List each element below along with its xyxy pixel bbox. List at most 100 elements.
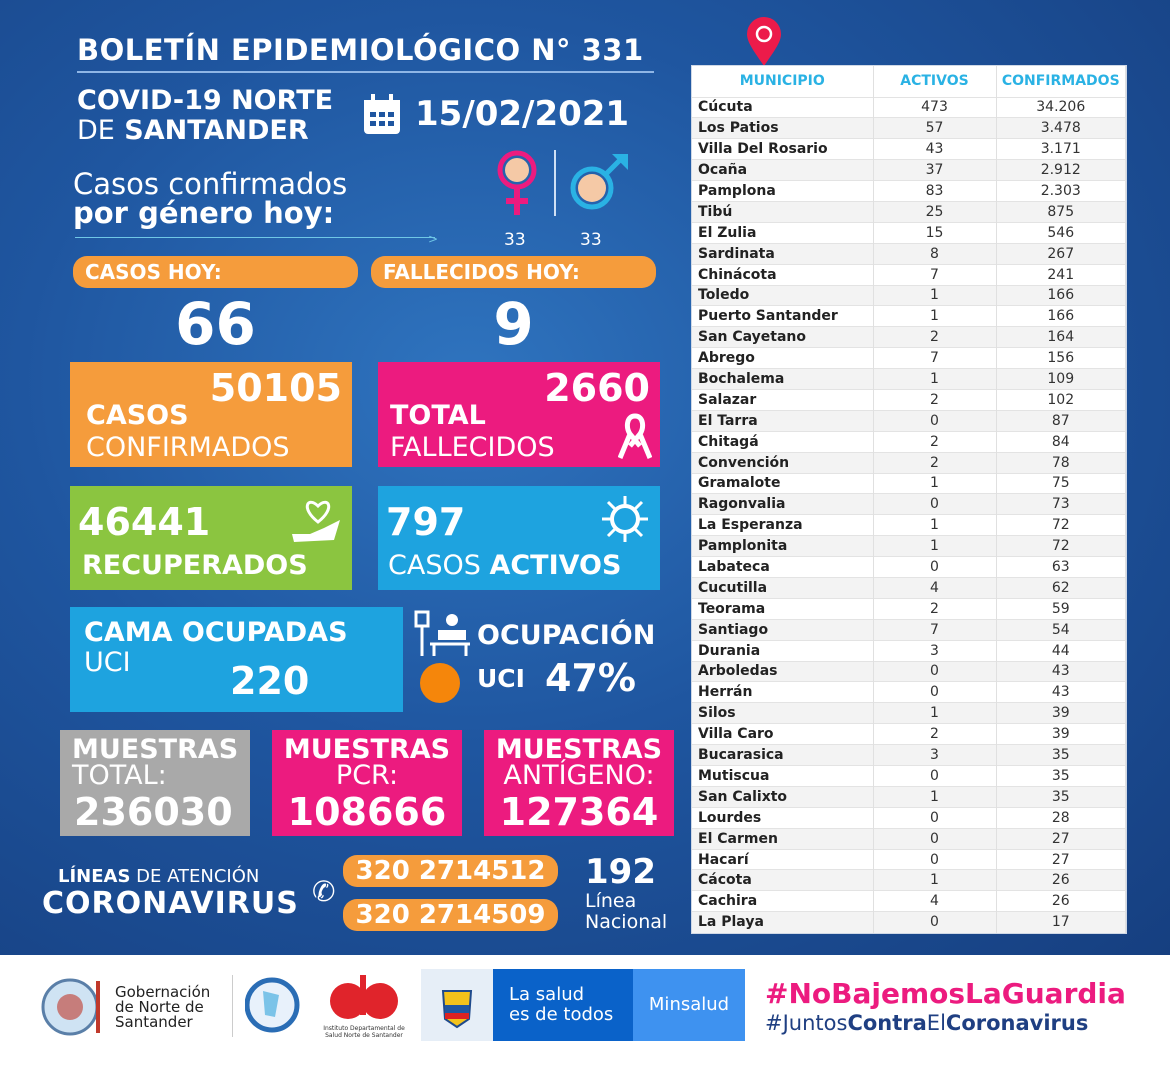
cell-activos: 7 (873, 618, 997, 641)
virus-icon (602, 496, 648, 542)
cell-municipio: Teorama (692, 597, 874, 620)
samples-pcr-card: MUESTRAS PCR: 108666 (272, 730, 462, 836)
cell-activos: 7 (873, 263, 997, 286)
cell-activos: 57 (873, 117, 997, 139)
table-row: Abrego 7 156 (692, 347, 1126, 369)
cell-activos: 25 (873, 200, 997, 223)
cell-confirmados: 109 (996, 368, 1126, 390)
phone-line-1[interactable]: 320 2714512 (343, 855, 558, 887)
cell-confirmados: 27 (996, 848, 1126, 870)
table-row: El Zulia 15 546 (692, 221, 1126, 244)
cell-activos: 7 (873, 347, 997, 369)
confirmed-card: 50105 CASOS CONFIRMADOS (70, 362, 352, 467)
coronavirus-label: CORONAVIRUS (42, 886, 299, 921)
hashtag-no-bajemos: #NoBajemosLaGuardia (765, 977, 1126, 1010)
cell-confirmados: 267 (996, 242, 1126, 265)
cell-municipio: Mutiscua (692, 765, 874, 787)
cell-municipio: Toledo (692, 284, 874, 306)
cell-municipio: San Calixto (692, 785, 874, 808)
cell-municipio: Cácota (692, 869, 874, 891)
table-row: El Carmen 0 27 (692, 827, 1126, 850)
cell-activos: 0 (873, 556, 997, 578)
cell-activos: 15 (873, 221, 997, 244)
cell-activos: 2 (873, 451, 997, 474)
cell-confirmados: 73 (996, 493, 1126, 515)
occupancy-label: OCUPACIÓN (477, 620, 656, 651)
municipality-table: MUNICIPIO ACTIVOS CONFIRMADOS Cúcuta 473 3… (691, 65, 1127, 934)
cell-municipio: El Carmen (692, 827, 874, 850)
cell-activos: 8 (873, 242, 997, 265)
gender-divider (554, 150, 556, 216)
cell-activos: 3 (873, 639, 997, 662)
cell-confirmados: 26 (996, 890, 1126, 912)
hashtag-juntos: #JuntosContraElCoronavirus (765, 1011, 1089, 1035)
cell-activos: 83 (873, 180, 997, 202)
cell-municipio: Convención (692, 451, 874, 474)
cell-activos: 1 (873, 514, 997, 536)
cell-confirmados: 87 (996, 409, 1126, 432)
cell-municipio: Cachira (692, 890, 874, 912)
cell-confirmados: 35 (996, 744, 1126, 766)
cell-activos: 2 (873, 597, 997, 620)
cell-municipio: Villa Caro (692, 723, 874, 745)
cell-activos: 1 (873, 535, 997, 557)
table-row: Cachira 4 26 (692, 890, 1126, 912)
cell-confirmados: 156 (996, 347, 1126, 369)
cell-municipio: Chinácota (692, 263, 874, 286)
deaths-today-value: 9 (493, 290, 534, 358)
table-row: Ragonvalia 0 73 (692, 493, 1126, 515)
table-row: San Calixto 1 35 (692, 785, 1126, 808)
cell-activos: 0 (873, 848, 997, 870)
cell-municipio: Pamplonita (692, 535, 874, 557)
table-row: Convención 2 78 (692, 451, 1126, 474)
cell-confirmados: 102 (996, 388, 1126, 411)
divider (77, 71, 654, 73)
cell-municipio: Lourdes (692, 806, 874, 829)
cell-activos: 0 (873, 806, 997, 829)
cell-activos: 2 (873, 326, 997, 348)
table-row: Chinácota 7 241 (692, 263, 1126, 286)
cell-municipio: Sardinata (692, 242, 874, 265)
cell-confirmados: 75 (996, 472, 1126, 494)
cell-municipio: Ragonvalia (692, 493, 874, 515)
hospital-bed-icon (414, 610, 470, 656)
recovered-card: 46441 RECUPERADOS (70, 486, 352, 590)
table-row: San Cayetano 2 164 (692, 326, 1126, 348)
cell-municipio: Tibú (692, 200, 874, 223)
cell-activos: 0 (873, 911, 997, 933)
cell-activos: 2 (873, 430, 997, 453)
table-row: Hacarí 0 27 (692, 848, 1126, 870)
cell-activos: 43 (873, 138, 997, 160)
cell-confirmados: 72 (996, 514, 1126, 536)
phone-line-2[interactable]: 320 2714509 (343, 899, 558, 931)
location-pin-icon (747, 17, 781, 66)
cell-confirmados: 39 (996, 702, 1126, 724)
cell-confirmados: 26 (996, 869, 1126, 891)
icu-beds-card: CAMA OCUPADAS UCI 220 (70, 607, 403, 712)
lines-title: LÍNEAS DE ATENCIÓN (58, 866, 260, 887)
table-row: Cucutilla 4 62 (692, 576, 1126, 599)
table-row: Teorama 2 59 (692, 597, 1126, 620)
occupancy-uci: UCI (477, 664, 525, 693)
cell-municipio: Salazar (692, 388, 874, 411)
table-row: Pamplonita 1 72 (692, 535, 1126, 557)
cell-activos: 37 (873, 159, 997, 181)
cell-activos: 0 (873, 409, 997, 432)
cell-municipio: Cucutilla (692, 576, 874, 599)
cell-activos: 2 (873, 723, 997, 745)
cell-municipio: Silos (692, 702, 874, 724)
cell-activos: 1 (873, 284, 997, 306)
cell-municipio: La Esperanza (692, 514, 874, 536)
cell-confirmados: 28 (996, 806, 1126, 829)
occupancy-value: 47% (545, 656, 636, 700)
footer: Gobernación de Norte de Santander Institut… (0, 955, 1170, 1074)
cell-activos: 0 (873, 660, 997, 682)
male-icon (570, 154, 628, 210)
table-row: Mutiscua 0 35 (692, 765, 1126, 787)
female-icon (497, 150, 537, 215)
cell-confirmados: 164 (996, 326, 1126, 348)
cell-confirmados: 54 (996, 618, 1126, 641)
cell-municipio: Pamplona (692, 180, 874, 202)
national-line-number[interactable]: 192 (585, 852, 656, 892)
cell-confirmados: 72 (996, 535, 1126, 557)
